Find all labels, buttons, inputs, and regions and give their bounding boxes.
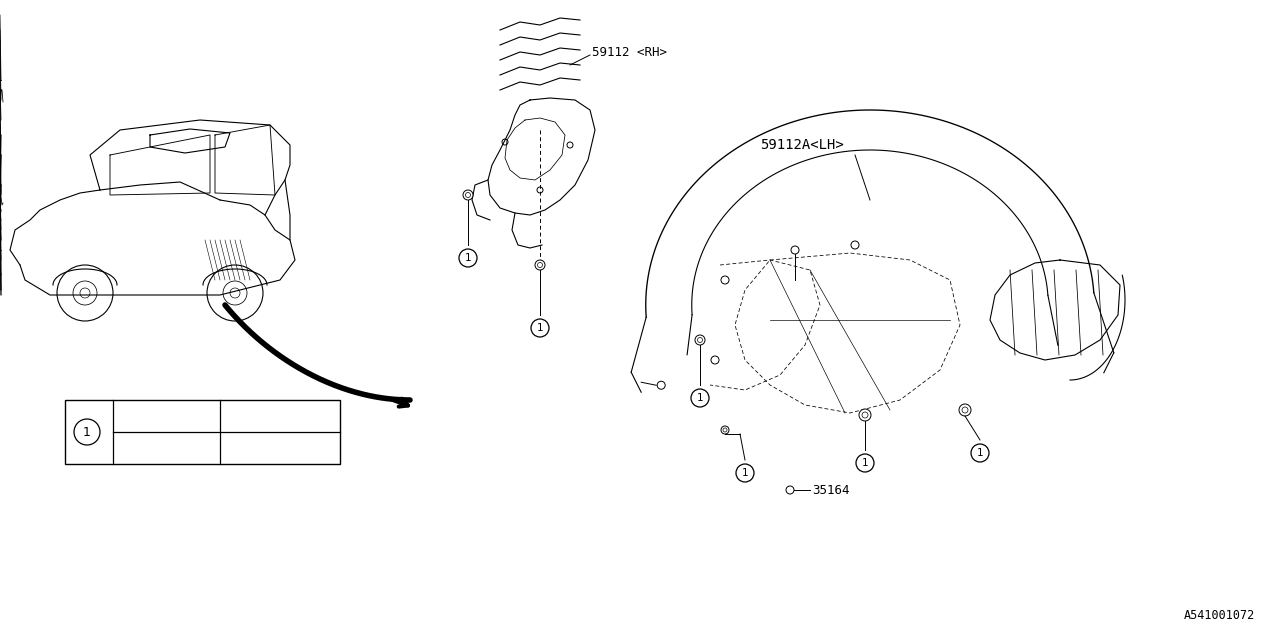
Circle shape [736, 464, 754, 482]
Circle shape [460, 249, 477, 267]
Text: 1: 1 [465, 253, 471, 263]
Circle shape [58, 265, 113, 321]
Text: 1: 1 [741, 468, 749, 478]
Text: W140065: W140065 [140, 410, 189, 422]
Circle shape [786, 486, 794, 494]
Circle shape [972, 444, 989, 462]
Text: 1: 1 [536, 323, 543, 333]
Text: 59112 <RH>: 59112 <RH> [591, 45, 667, 58]
Circle shape [691, 389, 709, 407]
Circle shape [207, 265, 262, 321]
Text: 35164: 35164 [812, 483, 850, 497]
Text: <1201-  >: <1201- > [248, 410, 312, 422]
Text: 59112A<LH>: 59112A<LH> [760, 138, 844, 152]
Circle shape [959, 404, 972, 416]
Circle shape [856, 454, 874, 472]
Circle shape [230, 288, 241, 298]
Text: (  -1201): ( -1201) [248, 442, 312, 454]
Text: 1: 1 [977, 448, 983, 458]
Text: 1: 1 [861, 458, 868, 468]
Circle shape [535, 260, 545, 270]
Circle shape [721, 426, 730, 434]
Text: A541001072: A541001072 [1184, 609, 1254, 622]
Bar [65, 400, 340, 464]
Circle shape [463, 190, 474, 200]
Text: 1: 1 [83, 426, 91, 438]
Text: 1: 1 [696, 393, 703, 403]
Text: W130067: W130067 [140, 442, 189, 454]
Circle shape [791, 246, 799, 254]
Circle shape [710, 356, 719, 364]
Circle shape [531, 319, 549, 337]
Circle shape [721, 276, 730, 284]
Circle shape [79, 288, 90, 298]
Circle shape [657, 381, 666, 389]
Circle shape [851, 241, 859, 249]
Circle shape [695, 335, 705, 345]
Circle shape [74, 419, 100, 445]
Circle shape [859, 409, 870, 421]
